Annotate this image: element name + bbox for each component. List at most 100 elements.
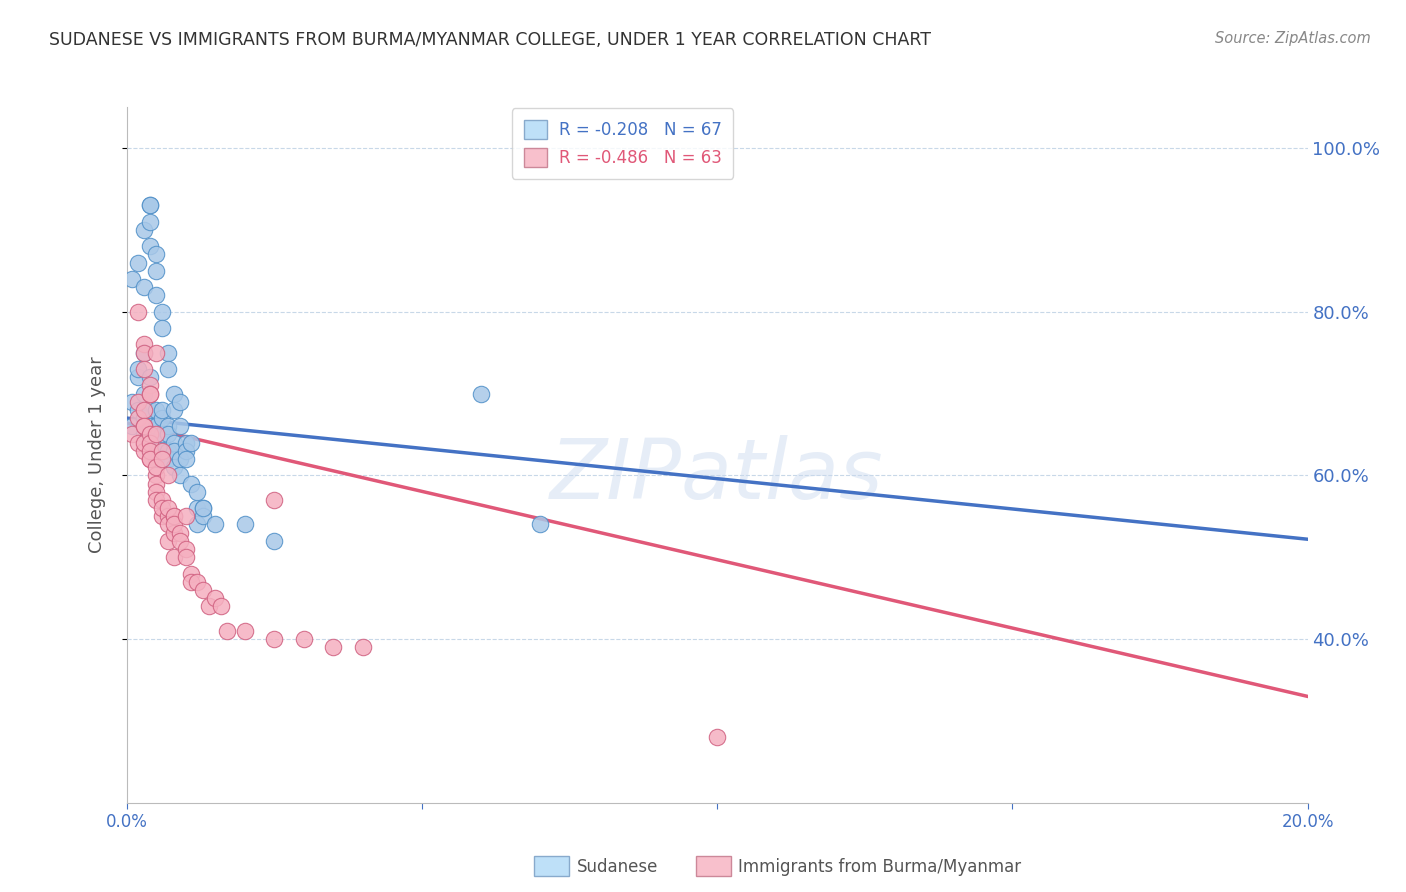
Point xyxy=(145,419,167,434)
Point xyxy=(139,452,162,467)
Point xyxy=(145,476,167,491)
Point xyxy=(150,452,173,467)
Point xyxy=(204,591,226,606)
Point xyxy=(169,419,191,434)
Point xyxy=(127,435,149,450)
Point xyxy=(163,435,186,450)
Point xyxy=(174,452,197,467)
Point xyxy=(145,403,167,417)
Point xyxy=(193,509,215,524)
Point xyxy=(139,443,162,458)
Point xyxy=(150,304,173,318)
Point xyxy=(150,427,173,442)
Legend: R = -0.208   N = 67, R = -0.486   N = 63: R = -0.208 N = 67, R = -0.486 N = 63 xyxy=(512,109,733,178)
Point xyxy=(121,419,143,434)
Point xyxy=(193,501,215,516)
Point xyxy=(156,443,179,458)
Point xyxy=(180,574,202,589)
Point xyxy=(163,509,186,524)
Point xyxy=(139,386,162,401)
Text: SUDANESE VS IMMIGRANTS FROM BURMA/MYANMAR COLLEGE, UNDER 1 YEAR CORRELATION CHAR: SUDANESE VS IMMIGRANTS FROM BURMA/MYANMA… xyxy=(49,31,931,49)
Point xyxy=(180,566,202,581)
Point xyxy=(174,443,197,458)
Point xyxy=(174,542,197,557)
Point xyxy=(215,624,238,638)
Point xyxy=(150,492,173,507)
Point xyxy=(150,435,173,450)
Point xyxy=(127,362,149,376)
Point xyxy=(150,501,173,516)
Point xyxy=(169,525,191,540)
Point xyxy=(156,468,179,483)
Point xyxy=(121,272,143,286)
Point xyxy=(139,443,162,458)
Point xyxy=(150,403,173,417)
Point xyxy=(198,599,221,614)
Point xyxy=(174,435,197,450)
Point xyxy=(134,435,156,450)
Point xyxy=(134,386,156,401)
Point xyxy=(156,427,179,442)
Point xyxy=(145,427,167,442)
Point xyxy=(193,582,215,597)
Point xyxy=(134,280,156,294)
Point xyxy=(145,247,167,261)
Point xyxy=(127,304,149,318)
Point xyxy=(169,452,191,467)
Point xyxy=(163,386,186,401)
Point xyxy=(134,362,156,376)
Point xyxy=(174,550,197,565)
Point xyxy=(163,517,186,532)
Point xyxy=(145,492,167,507)
Point xyxy=(134,337,156,351)
Point xyxy=(121,427,143,442)
Point xyxy=(134,345,156,359)
Point xyxy=(186,484,208,499)
Point xyxy=(145,427,167,442)
Point xyxy=(180,435,202,450)
Text: Sudanese: Sudanese xyxy=(576,858,658,876)
Point xyxy=(139,239,162,253)
Point xyxy=(139,214,162,228)
Point xyxy=(134,419,156,434)
Point xyxy=(121,394,143,409)
Point xyxy=(706,731,728,745)
Point xyxy=(209,599,232,614)
Point xyxy=(156,452,179,467)
Text: Immigrants from Burma/Myanmar: Immigrants from Burma/Myanmar xyxy=(738,858,1021,876)
Point xyxy=(263,492,285,507)
Text: ZIPatlas: ZIPatlas xyxy=(550,435,884,516)
Point xyxy=(186,501,208,516)
Point xyxy=(139,378,162,392)
Point xyxy=(529,517,551,532)
Point xyxy=(145,264,167,278)
Point xyxy=(127,411,149,425)
Point xyxy=(127,255,149,269)
Point xyxy=(134,223,156,237)
Point xyxy=(156,509,179,524)
Point xyxy=(156,345,179,359)
Point xyxy=(174,509,197,524)
Point xyxy=(134,345,156,359)
Point xyxy=(163,509,186,524)
Point xyxy=(233,624,256,638)
Point xyxy=(145,484,167,499)
Point xyxy=(145,345,167,359)
Point xyxy=(156,501,179,516)
Point xyxy=(169,533,191,548)
Point xyxy=(134,419,156,434)
Point xyxy=(139,435,162,450)
Point xyxy=(163,403,186,417)
Point xyxy=(156,362,179,376)
Point xyxy=(139,419,162,434)
Point xyxy=(186,574,208,589)
Point xyxy=(145,452,167,467)
Point xyxy=(139,427,162,442)
Point xyxy=(204,517,226,532)
Point xyxy=(139,403,162,417)
Point xyxy=(139,198,162,212)
Point xyxy=(163,525,186,540)
Point xyxy=(163,443,186,458)
Point xyxy=(145,443,167,458)
Point xyxy=(156,517,179,532)
